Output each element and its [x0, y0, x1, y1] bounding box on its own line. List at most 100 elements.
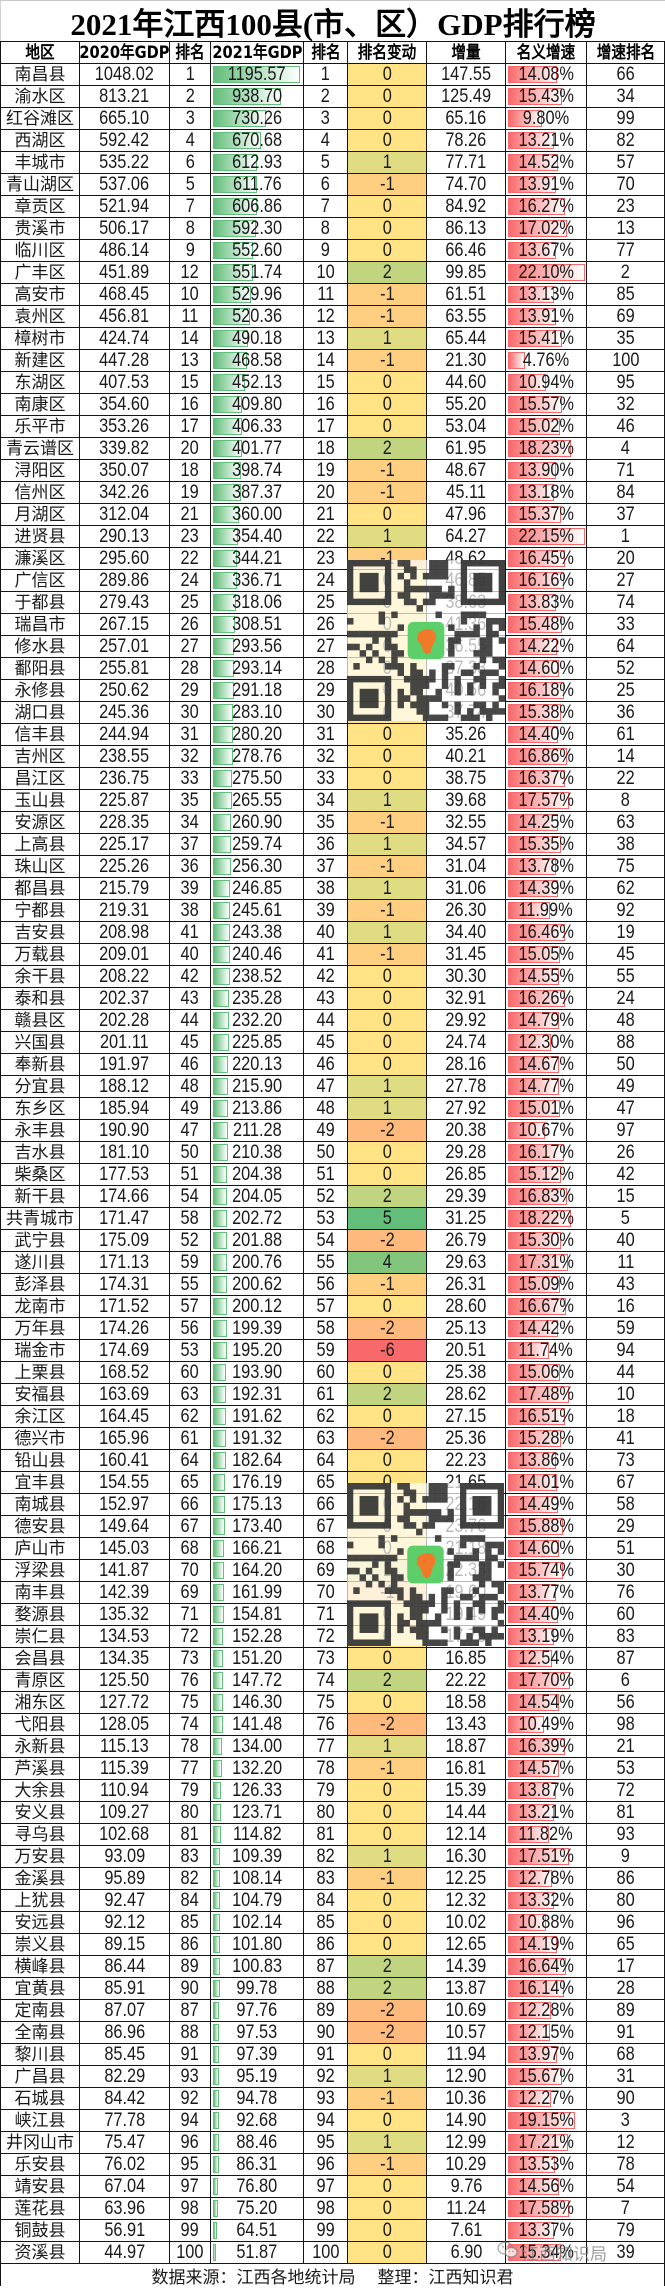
table-row: 安义县 109.27 80 123.71 80 0 14.44 13.21% 81	[1, 1802, 665, 1824]
rank-2020-value: 68	[180, 1538, 200, 1559]
rank-2020-value: 21	[180, 504, 200, 525]
growth-rank-cell: 46	[587, 416, 665, 438]
gdp-data-bar	[213, 616, 235, 633]
region-value: 东湖区	[14, 372, 66, 393]
gdp-2020-value: 87.07	[104, 2000, 145, 2021]
table-row: 珠山区 225.26 36 256.30 37 -1 31.04 13.78% 75	[1, 856, 665, 878]
region-cell: 安福县	[1, 1384, 80, 1406]
rank-change-cell: 0	[348, 372, 427, 394]
growth-data-bar	[508, 1496, 559, 1513]
gdp-data-bar	[213, 264, 253, 281]
gdp-2020-cell: 89.15	[80, 1934, 170, 1956]
gdp-2020-value: 125.50	[99, 1670, 150, 1691]
growth-rate-value: 14.25%	[518, 812, 574, 833]
increase-value: 31.45	[445, 944, 487, 965]
rank-2020-value: 32	[180, 746, 200, 767]
growth-rate-value: 14.52%	[518, 152, 574, 173]
gdp-2020-value: 290.13	[99, 526, 150, 547]
gdp-2020-value: 225.26	[99, 856, 150, 877]
gdp-2021-value: 551.74	[232, 262, 282, 283]
rank-2021-value: 22	[316, 526, 335, 547]
region-cell: 珠山区	[1, 856, 80, 878]
rank-change-value: 2	[382, 1186, 392, 1207]
rank-2021-cell: 37	[304, 856, 348, 878]
gdp-data-bar	[213, 1232, 228, 1249]
rank-2021-value: 86	[316, 1934, 335, 1955]
region-cell: 西湖区	[1, 130, 80, 152]
rank-2021-value: 58	[316, 1318, 335, 1339]
rank-2021-cell: 30	[304, 702, 348, 724]
rank-change-value: 5	[382, 1208, 392, 1229]
increase-cell: 29.39	[427, 1186, 506, 1208]
region-cell: 峡江县	[1, 2110, 80, 2132]
growth-rate-value: 14.67%	[518, 1054, 574, 1075]
gdp-2021-value: 220.13	[232, 1054, 282, 1075]
rank-2021-cell: 31	[304, 724, 348, 746]
gdp-2020-cell: 152.97	[80, 1494, 170, 1516]
gdp-2020-value: 202.37	[99, 988, 150, 1009]
rank-change-value: -2	[379, 2022, 395, 2043]
table-row: 赣县区 202.28 44 232.20 44 0 29.92 14.79% 48	[1, 1010, 665, 1032]
gdp-2020-cell: 171.13	[80, 1252, 170, 1274]
growth-rate-cell: 16.14%	[506, 1978, 587, 2000]
rank-change-cell: 0	[348, 1142, 427, 1164]
growth-rank-cell: 77	[587, 240, 665, 262]
rank-2021-cell: 96	[304, 2154, 348, 2176]
gdp-2020-cell: 75.47	[80, 2132, 170, 2154]
gdp-data-bar	[213, 1914, 220, 1931]
increase-cell: 125.49	[427, 86, 506, 108]
gdp-2020-value: 92.12	[104, 1912, 145, 1933]
region-value: 分宜县	[14, 1076, 66, 1097]
region-cell: 青原区	[1, 1670, 80, 1692]
rank-2021-value: 93	[316, 2088, 335, 2109]
increase-cell: 14.39	[427, 1956, 506, 1978]
growth-rate-value: 13.83%	[518, 592, 574, 613]
column-header-region: 地区	[1, 42, 80, 64]
growth-rate-value: 22.10%	[518, 262, 574, 283]
increase-value: 10.29	[445, 2154, 487, 2175]
rank-change-value: 0	[382, 1450, 392, 1471]
rank-change-cell: 0	[348, 64, 427, 86]
increase-cell: 7.61	[427, 2220, 506, 2242]
growth-rate-cell: 15.28%	[506, 1428, 587, 1450]
rank-change-cell: 0	[348, 1692, 427, 1714]
growth-rank-cell: 5	[587, 1208, 665, 1230]
gdp-2021-cell: 243.38	[211, 922, 304, 944]
rank-change-cell: 0	[348, 1054, 427, 1076]
gdp-2020-cell: 537.06	[80, 174, 170, 196]
gdp-2021-value: 278.76	[232, 746, 282, 767]
region-cell: 泰和县	[1, 988, 80, 1010]
growth-rank-value: 36	[616, 702, 635, 723]
rank-2021-value: 13	[316, 328, 335, 349]
rank-2020-cell: 85	[170, 1912, 211, 1934]
rank-change-value: 0	[382, 768, 392, 789]
table-row: 分宜县 188.12 48 215.90 47 1 27.78 14.77% 49	[1, 1076, 665, 1098]
growth-rate-value: 15.30%	[518, 1230, 574, 1251]
table-row: 大余县 110.94 79 126.33 79 0 15.39 13.87% 72	[1, 1780, 665, 1802]
rank-2020-value: 79	[180, 1780, 200, 1801]
gdp-data-bar	[213, 352, 247, 369]
region-cell: 靖安县	[1, 2176, 80, 2198]
growth-rank-cell: 9	[587, 1846, 665, 1868]
rank-2020-value: 64	[180, 1450, 200, 1471]
growth-rate-cell: 14.57%	[506, 1758, 587, 1780]
gdp-2020-cell: 63.96	[80, 2198, 170, 2220]
growth-rate-cell: 13.91%	[506, 174, 587, 196]
increase-value: 29.39	[445, 1186, 487, 1207]
rank-2021-cell: 3	[304, 108, 348, 130]
growth-data-bar	[508, 1342, 549, 1359]
region-cell: 弋阳县	[1, 1714, 80, 1736]
growth-data-bar	[508, 396, 563, 413]
growth-rate-cell: 11.74%	[506, 1340, 587, 1362]
table-row: 资溪县 44.97 100 51.87 100 0 6.90 15.34% 39	[1, 2242, 665, 2264]
rank-2020-cell: 100	[170, 2242, 211, 2264]
region-value: 都昌县	[14, 878, 66, 899]
growth-rank-cell: 95	[587, 372, 665, 394]
gdp-2020-value: 56.91	[104, 2220, 145, 2241]
gdp-2020-cell: 208.98	[80, 922, 170, 944]
region-cell: 都昌县	[1, 878, 80, 900]
rank-2021-cell: 45	[304, 1032, 348, 1054]
table-row: 上犹县 92.47 84 104.79 84 0 12.32 13.32% 80	[1, 1890, 665, 1912]
growth-rate-cell: 15.74%	[506, 1560, 587, 1582]
